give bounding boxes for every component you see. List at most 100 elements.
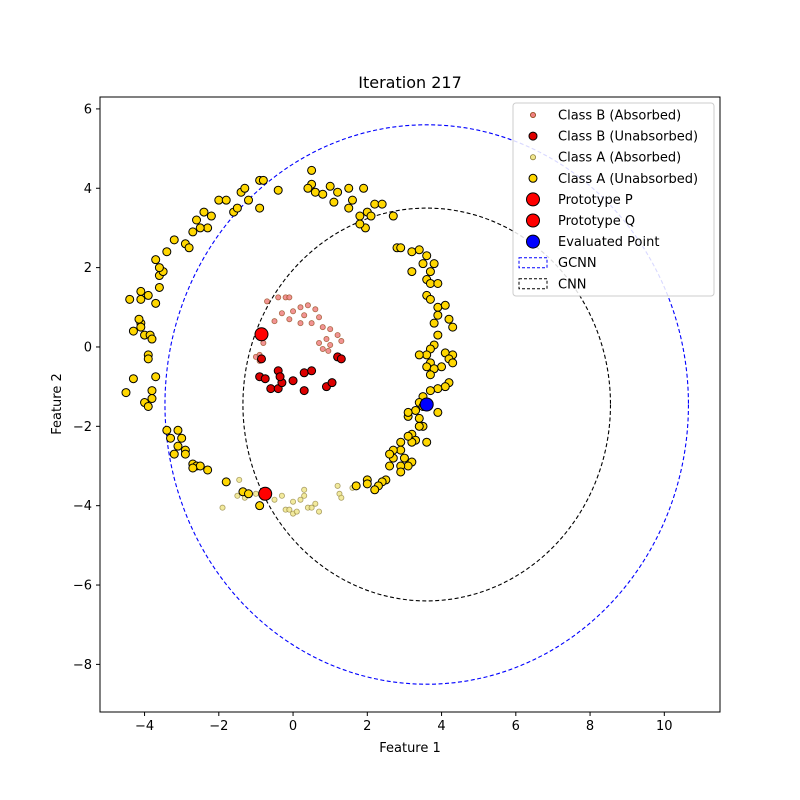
- point-class-a-absorbed: [290, 498, 297, 505]
- point-class-a-unabsorbed: [355, 219, 365, 229]
- point-class-a-unabsorbed: [355, 211, 365, 221]
- point-class-a-unabsorbed: [414, 421, 424, 431]
- point-class-a-absorbed: [312, 500, 319, 507]
- point-class-a-unabsorbed: [136, 294, 146, 304]
- point-class-a-unabsorbed: [396, 243, 406, 253]
- point-class-b-unabsorbed: [299, 368, 309, 378]
- legend-swatch-prototype-q: [526, 213, 540, 228]
- point-class-a-unabsorbed: [128, 374, 138, 384]
- point-class-a-unabsorbed: [425, 294, 435, 304]
- point-class-a-unabsorbed: [307, 165, 317, 175]
- point-class-a-unabsorbed: [396, 467, 406, 477]
- point-class-b-absorbed: [327, 341, 334, 348]
- point-prototype-p: [258, 486, 273, 501]
- point-class-a-unabsorbed: [403, 461, 413, 471]
- point-class-a-unabsorbed: [351, 481, 361, 491]
- point-class-a-unabsorbed: [188, 227, 198, 237]
- point-class-a-unabsorbed: [440, 382, 450, 392]
- legend: Class B (Absorbed) Class B (Unabsorbed) Cl…: [512, 102, 715, 297]
- y-tick-label: −4: [73, 499, 92, 514]
- data-points: [121, 165, 458, 517]
- point-class-a-unabsorbed: [136, 322, 146, 332]
- point-class-b-unabsorbed: [327, 378, 337, 388]
- point-class-a-unabsorbed: [325, 181, 335, 191]
- plot-frame: [99, 96, 721, 713]
- point-evaluated-point: [419, 397, 434, 412]
- legend-swatch-evaluated-point: [526, 234, 540, 249]
- point-class-a-unabsorbed: [244, 195, 254, 205]
- point-class-a-absorbed: [338, 494, 345, 501]
- chart-title: Iteration 217: [358, 73, 462, 92]
- x-axis: −4 −2 0 2 4 6 8 10: [135, 712, 673, 734]
- point-class-a-unabsorbed: [403, 431, 413, 441]
- point-class-a-unabsorbed: [437, 362, 447, 372]
- point-class-a-unabsorbed: [318, 189, 328, 199]
- point-class-a-unabsorbed: [425, 370, 435, 380]
- y-tick-label: 0: [84, 340, 92, 355]
- point-class-a-unabsorbed: [303, 183, 313, 193]
- point-class-a-unabsorbed: [244, 489, 254, 499]
- point-class-b-unabsorbed: [260, 374, 270, 384]
- point-class-a-unabsorbed: [147, 386, 157, 396]
- point-class-b-absorbed: [275, 294, 282, 301]
- x-tick-label: 10: [656, 719, 673, 734]
- point-class-a-unabsorbed: [388, 211, 398, 221]
- point-class-a-unabsorbed: [403, 407, 413, 417]
- point-class-a-absorbed: [308, 504, 315, 511]
- point-class-a-unabsorbed: [214, 195, 224, 205]
- point-class-a-unabsorbed: [422, 251, 432, 261]
- point-class-a-unabsorbed: [169, 235, 179, 245]
- point-class-a-unabsorbed: [370, 485, 380, 495]
- y-tick-label: −6: [73, 579, 92, 594]
- point-class-a-unabsorbed: [173, 441, 183, 451]
- y-axis-label: Feature 2: [50, 373, 65, 435]
- legend-swatch-cnn: [518, 278, 548, 290]
- plot-area: [121, 124, 689, 685]
- point-class-a-unabsorbed: [425, 267, 435, 277]
- point-class-a-unabsorbed: [422, 437, 432, 447]
- point-class-a-unabsorbed: [433, 330, 443, 340]
- point-class-b-absorbed: [297, 320, 304, 327]
- point-class-a-unabsorbed: [414, 413, 424, 423]
- point-class-a-unabsorbed: [366, 211, 376, 221]
- legend-label-prototype-p: Prototype P: [558, 193, 633, 208]
- point-class-a-unabsorbed: [414, 245, 424, 255]
- series-class-a-absorbed: [219, 476, 356, 517]
- point-class-a-unabsorbed: [177, 433, 187, 443]
- legend-label-evaluated-point: Evaluated Point: [558, 235, 659, 250]
- point-class-a-unabsorbed: [433, 310, 443, 320]
- point-class-a-unabsorbed: [143, 354, 153, 364]
- point-class-a-unabsorbed: [258, 175, 268, 185]
- series-evaluated-point: [419, 397, 434, 412]
- legend-swatch-prototype-p: [526, 192, 540, 207]
- legend-swatch-class-a-absorbed: [530, 154, 537, 161]
- x-tick-label: −2: [209, 719, 228, 734]
- point-class-a-unabsorbed: [147, 334, 157, 344]
- y-axis: −8 −6 −4 −2 0 2 4 6: [73, 102, 100, 673]
- point-class-a-absorbed: [301, 492, 308, 499]
- point-class-a-unabsorbed: [418, 259, 428, 269]
- point-class-b-absorbed: [334, 332, 341, 339]
- point-class-b-absorbed: [316, 314, 323, 321]
- point-class-a-unabsorbed: [221, 477, 231, 487]
- point-class-b-absorbed: [312, 306, 319, 313]
- point-class-a-unabsorbed: [448, 358, 458, 368]
- point-class-a-unabsorbed: [422, 350, 432, 360]
- point-class-a-unabsorbed: [162, 425, 172, 435]
- point-class-a-unabsorbed: [407, 267, 417, 277]
- point-class-a-unabsorbed: [310, 187, 320, 197]
- x-tick-label: 4: [437, 719, 445, 734]
- point-class-a-unabsorbed: [362, 479, 372, 489]
- point-class-a-unabsorbed: [433, 302, 443, 312]
- point-class-b-absorbed: [264, 298, 271, 305]
- point-class-a-unabsorbed: [203, 223, 213, 233]
- point-class-a-unabsorbed: [134, 314, 144, 324]
- point-class-b-absorbed: [327, 326, 334, 333]
- point-class-a-unabsorbed: [333, 187, 343, 197]
- point-class-a-unabsorbed: [255, 501, 265, 511]
- point-class-a-unabsorbed: [385, 461, 395, 471]
- point-class-a-absorbed: [293, 508, 300, 515]
- y-tick-label: −8: [73, 658, 92, 673]
- legend-swatch-class-a-unabsorbed: [528, 173, 538, 183]
